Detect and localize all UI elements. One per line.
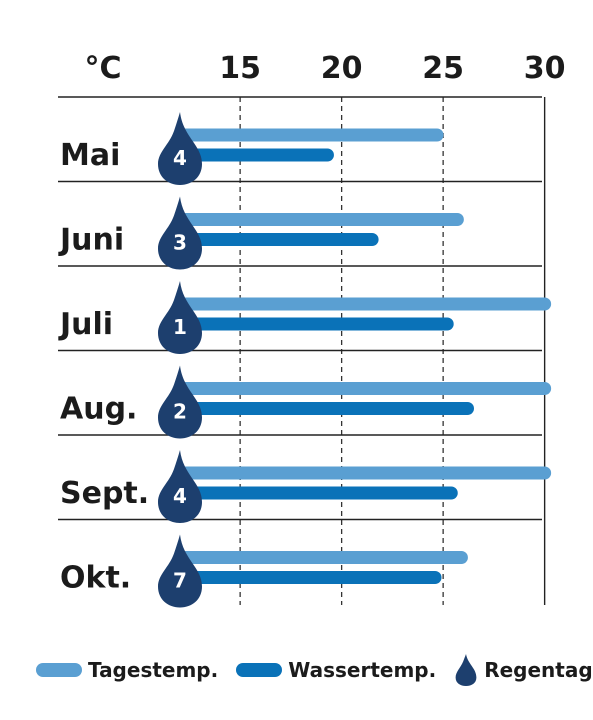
unit-label: °C xyxy=(84,51,121,86)
month-label: Mai xyxy=(60,138,120,173)
regentage-value: 4 xyxy=(173,484,187,508)
x-tick-label: 20 xyxy=(321,51,363,86)
legend-item: Regentage xyxy=(454,653,593,687)
raindrop-icon xyxy=(158,281,202,354)
month-label: Juli xyxy=(58,307,113,342)
labels-layer: °C 15 20 25 30 Mai Juni Juli Aug. Sept. Okt. xyxy=(58,51,566,596)
raindrop-icon xyxy=(158,196,202,270)
legend-swatch xyxy=(36,663,82,677)
regentage-value: 4 xyxy=(173,146,187,170)
regentage-value: 7 xyxy=(173,569,187,593)
raindrop-icon xyxy=(454,653,478,687)
legend: Tagestemp. Wassertemp. Regentage xyxy=(36,650,593,690)
regentage-value: 2 xyxy=(173,400,187,424)
legend-item: Tagestemp. xyxy=(36,658,218,682)
month-label: Aug. xyxy=(60,392,137,427)
regentage-value: 3 xyxy=(173,231,187,255)
legend-label: Tagestemp. xyxy=(88,658,219,682)
legend-label: Regentage xyxy=(484,658,593,682)
month-label: Okt. xyxy=(60,561,131,596)
x-tick-label: 15 xyxy=(219,51,261,86)
month-label: Juni xyxy=(58,223,124,258)
month-label: Sept. xyxy=(60,476,149,511)
raindrop-icon xyxy=(158,365,202,439)
raindrop-icon xyxy=(158,534,202,608)
bars-layer: 4 3 1 2 4 7 xyxy=(158,112,552,608)
raindrop-icon xyxy=(158,450,202,523)
x-tick-label: 30 xyxy=(524,51,566,86)
legend-item: Wassertemp. xyxy=(236,658,436,682)
temperature-chart: 4 3 1 2 4 7 °C 15 20 25 30 Mai Juni Juli Aug. Sept. Okt… xyxy=(58,51,566,608)
x-tick-label: 25 xyxy=(422,51,464,86)
raindrop-icon xyxy=(158,112,202,185)
regentage-value: 1 xyxy=(173,315,187,339)
legend-swatch xyxy=(236,663,283,677)
grid-layer xyxy=(58,96,546,605)
legend-label: Wassertemp. xyxy=(288,658,437,682)
